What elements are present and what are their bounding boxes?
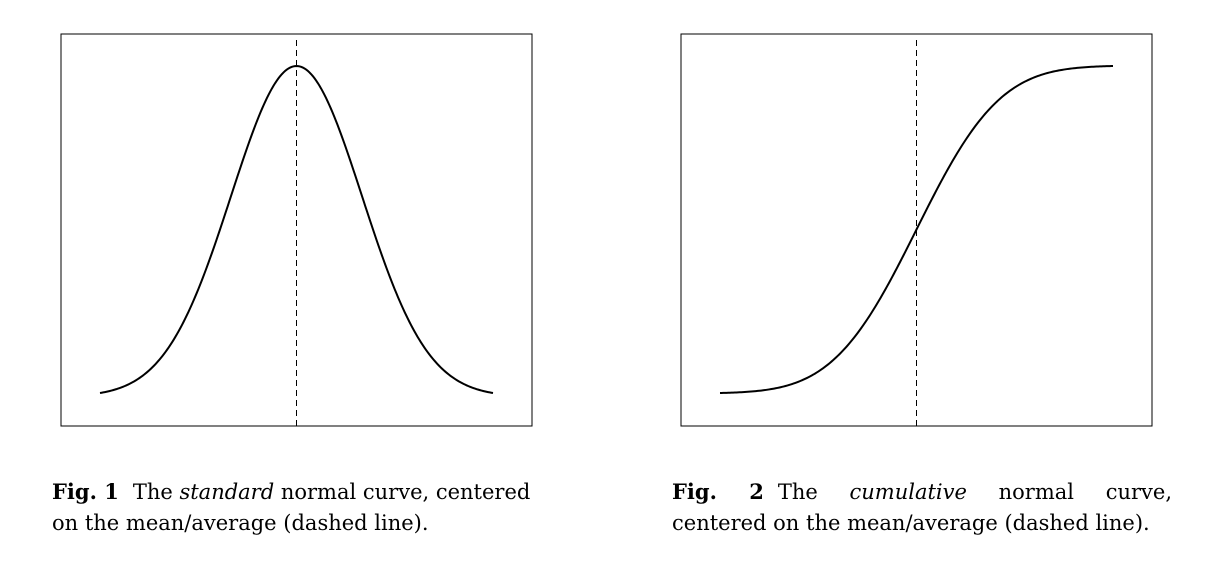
caption-text: normal curve, centered on the mean/avera… — [672, 480, 1172, 535]
caption-text: The — [132, 480, 180, 504]
caption-text: normal curve, centered on the mean/avera… — [52, 480, 531, 535]
normal-cdf-curve — [719, 65, 1114, 394]
figure-caption: Fig. 2 The cumulative normal curve, cente… — [672, 476, 1172, 539]
figure-label: Fig. 1 — [52, 479, 119, 504]
caption-text: The — [777, 480, 850, 504]
normal-pdf-curve — [99, 64, 494, 394]
pdf-plot — [60, 33, 533, 427]
figure-caption: Fig. 1 The standard normal curve, centere… — [52, 476, 552, 539]
caption-emphasis: standard — [179, 480, 275, 504]
cdf-plot — [680, 33, 1153, 427]
figure-label: Fig. 2 — [672, 479, 764, 504]
caption-emphasis: cumulative — [849, 480, 967, 504]
